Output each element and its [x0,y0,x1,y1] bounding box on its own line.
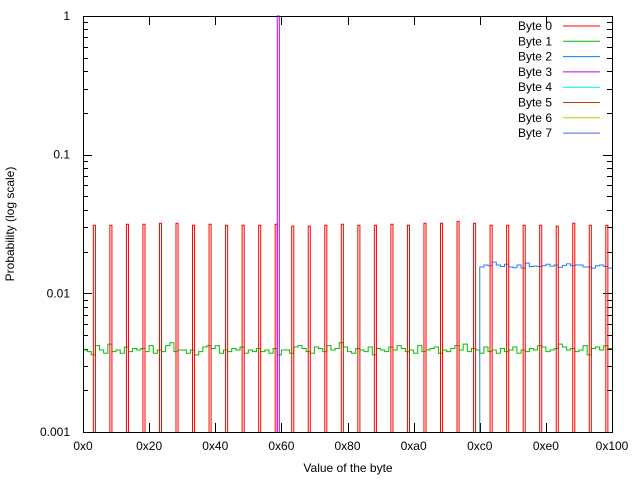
y-tick-label: 1 [63,9,70,23]
legend-label: Byte 0 [518,19,552,33]
byte1-series [83,342,612,356]
x-tick-label: 0x100 [596,439,629,453]
byte0-spike [241,224,245,432]
y-tick-label: 0.01 [47,286,71,300]
byte0-spike [390,223,394,432]
byte0-spike [506,224,510,432]
x-axis-label: Value of the byte [303,461,393,475]
byte0-spike [192,224,196,432]
x-tick-label: 0x20 [136,439,162,453]
byte0-spike [473,222,477,432]
byte0-spike [340,223,344,432]
byte0-spike [522,224,526,432]
byte0-spike [175,222,179,432]
y-axis-label: Probability (log scale) [3,167,17,282]
legend-label: Byte 7 [518,126,552,140]
x-tick-labels: 0x0 0x20 0x40 0x60 0x80 0xa0 0xc0 0xe0 0x100 [73,439,628,453]
byte0-spike [324,224,328,432]
y-tick-label: 0.001 [40,425,70,439]
byte0-spike [605,224,609,432]
x-tick-label: 0xe0 [533,439,559,453]
legend-label: Byte 2 [518,50,552,64]
byte0-spike [258,224,262,432]
byte0-spike [555,225,559,432]
plot-series [83,15,612,432]
byte3-spike [276,15,280,432]
byte0-spike [406,224,410,432]
byte0-spike [439,222,444,432]
byte0-spike [456,220,460,432]
byte0-spike [109,224,113,432]
legend-label: Byte 4 [518,80,552,94]
byte0-spike [225,224,229,432]
x-tick-label: 0x0 [73,439,93,453]
x-tick-label: 0x60 [268,439,294,453]
byte0-spike [373,224,377,432]
byte0-spike [588,224,592,432]
byte0-spike [125,223,129,432]
y-tick-labels: 1 0.1 0.01 0.001 [40,9,70,439]
legend-label: Byte 3 [518,65,552,79]
byte0-spike [291,225,295,432]
plot-border [83,16,613,433]
x-tick-label: 0xc0 [467,439,493,453]
x-tick-label: 0x80 [334,439,360,453]
x-tick-label: 0x40 [202,439,228,453]
x-tick-label: 0xa0 [401,439,427,453]
y-tick-label: 0.1 [53,148,70,162]
legend-label: Byte 6 [518,111,552,125]
byte0-spike [423,222,427,432]
byte0-spike [357,224,361,432]
byte0-spike [92,224,96,432]
legend-label: Byte 5 [518,96,552,110]
byte0-spike [208,223,212,432]
byte0-spike [142,223,146,432]
byte0-spike [539,224,543,432]
byte0-spike [158,222,163,432]
byte0-spike [307,225,311,432]
byte0-spike [572,222,576,432]
byte0-spike [489,224,493,432]
legend-label: Byte 1 [518,34,552,48]
